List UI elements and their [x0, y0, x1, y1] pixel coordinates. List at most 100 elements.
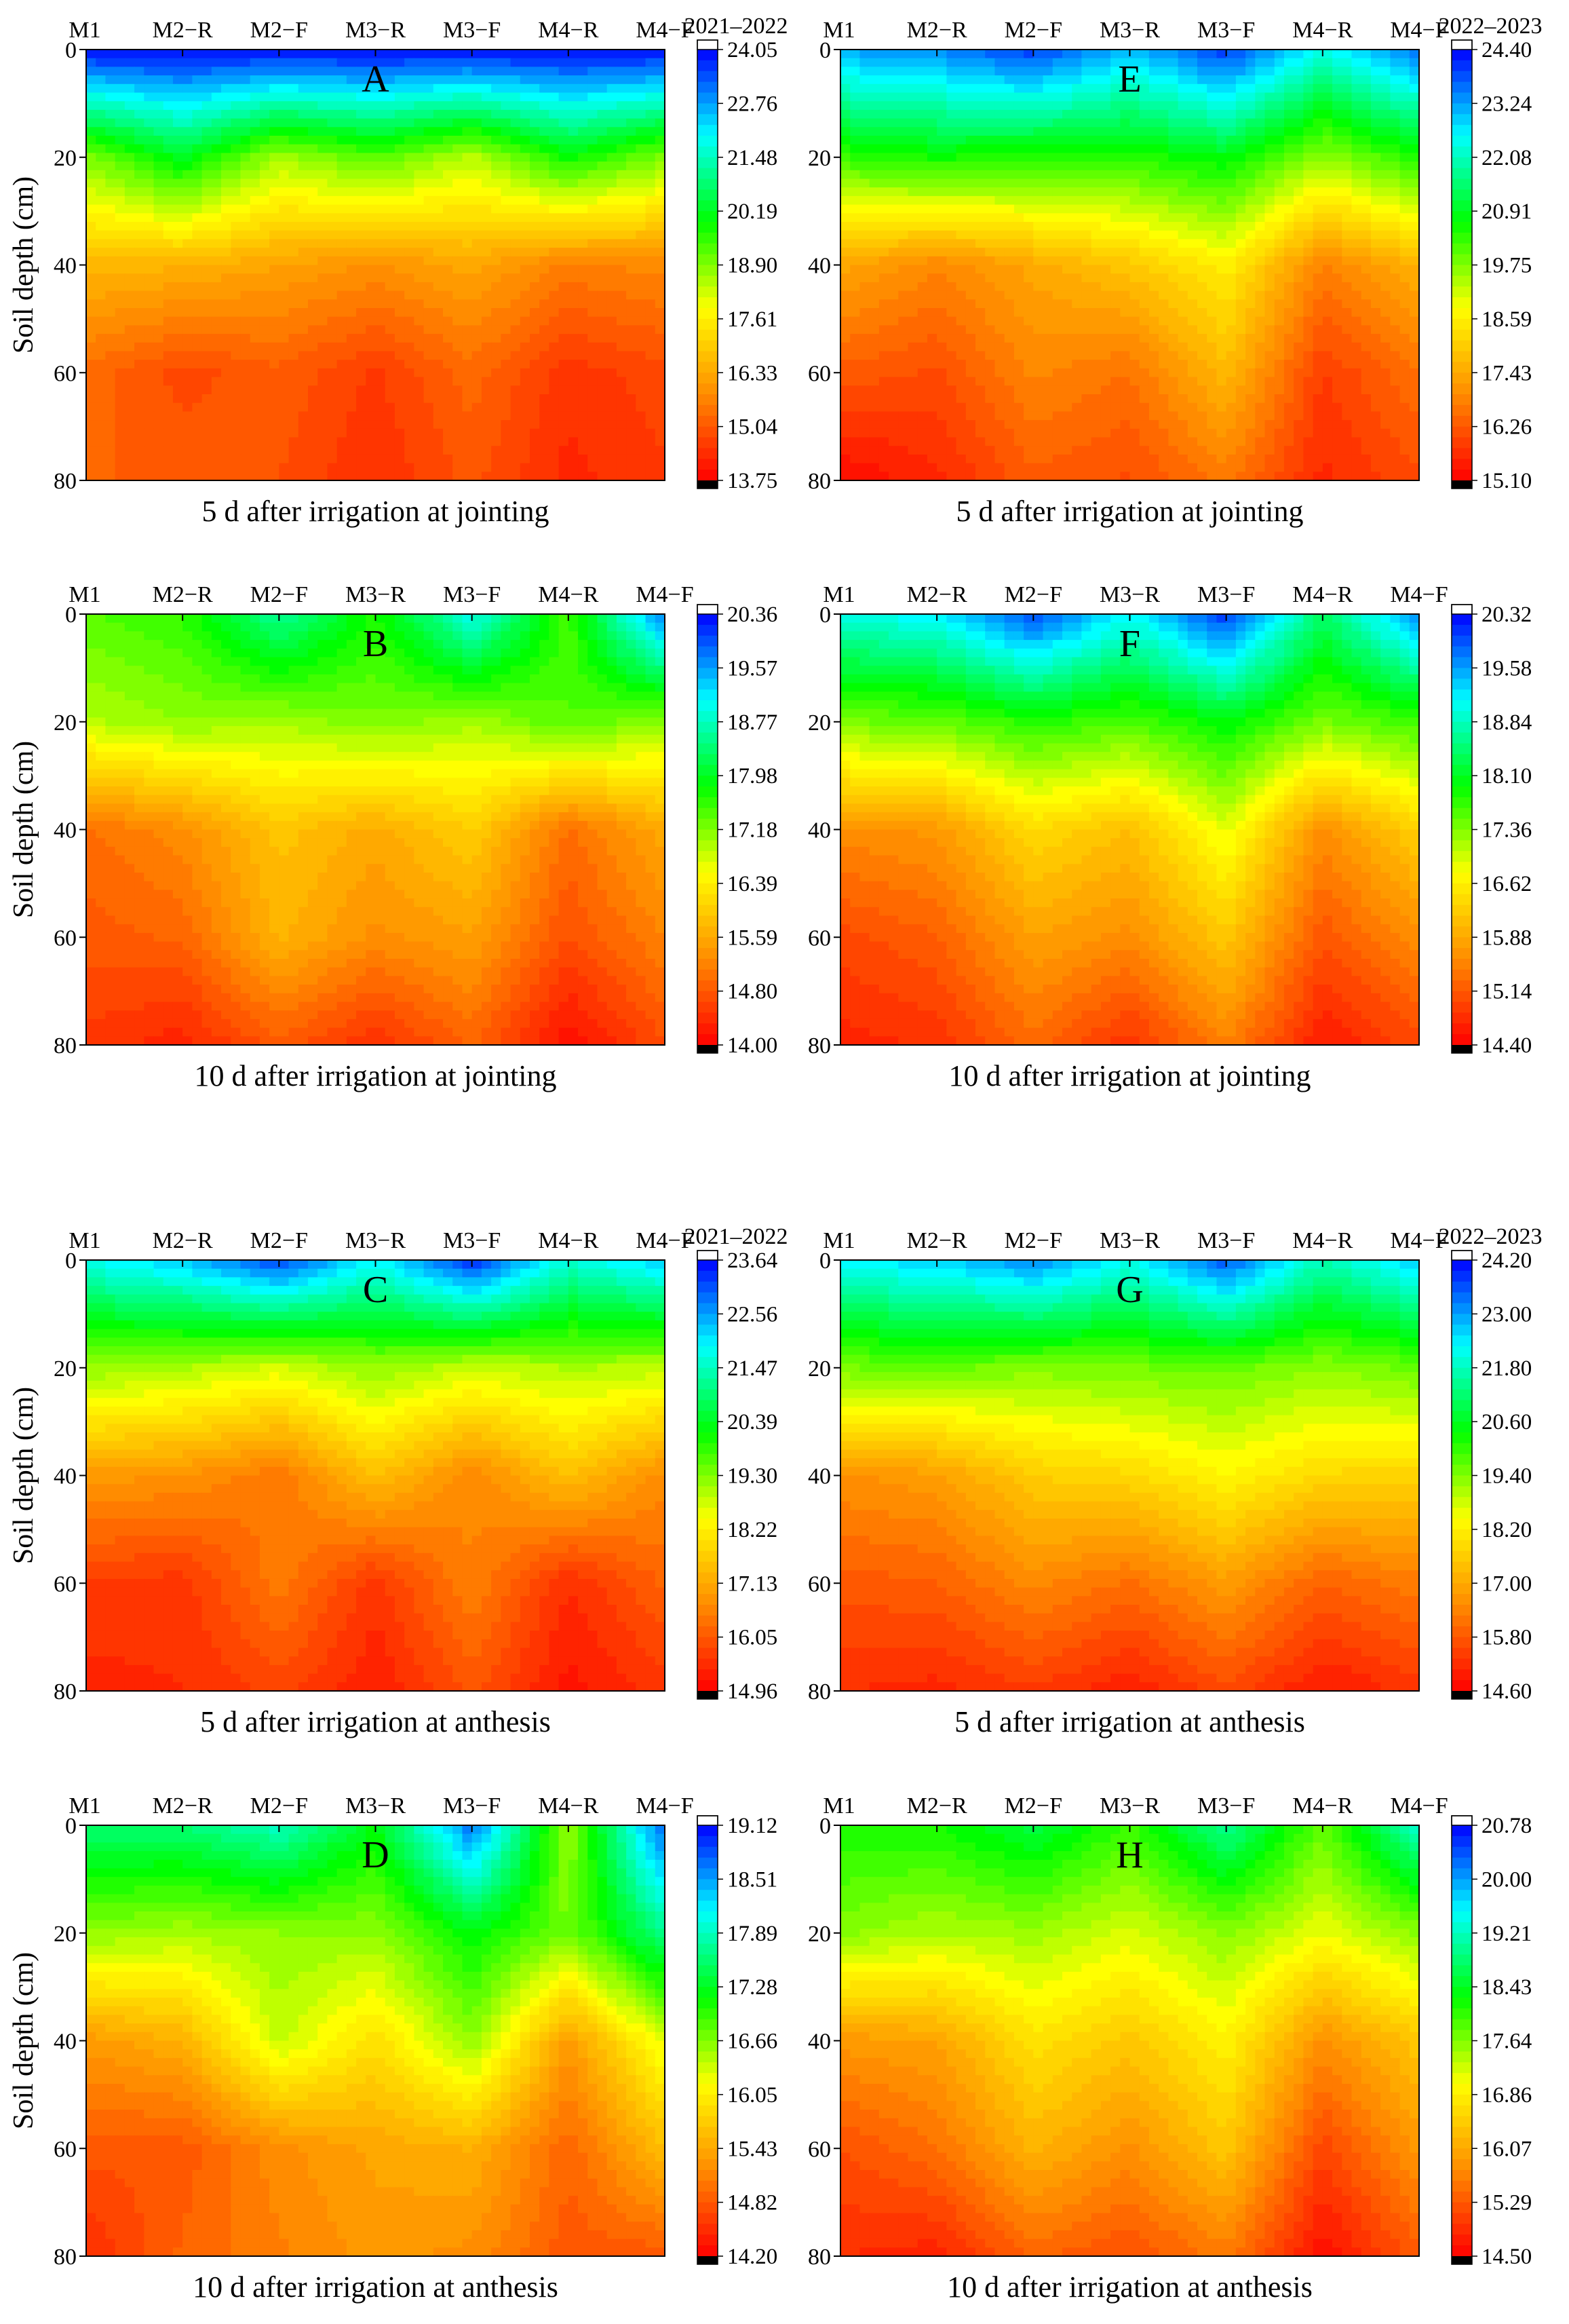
contour-cell: [394, 204, 405, 214]
contour-cell: [587, 299, 598, 309]
contour-cell: [144, 803, 155, 813]
contour-cell: [201, 334, 212, 343]
contour-cell: [606, 136, 617, 145]
contour-cell: [645, 256, 656, 266]
contour-cell: [636, 691, 646, 701]
contour-cell: [414, 657, 425, 666]
contour-cell: [124, 351, 135, 360]
contour-cell: [606, 657, 617, 666]
contour-cell: [578, 187, 588, 197]
contour-cell: [346, 846, 357, 856]
contour-cell: [86, 463, 96, 472]
contour-cell: [327, 308, 338, 318]
contour-cell: [414, 838, 425, 847]
contour-cell: [172, 420, 183, 430]
contour-cell: [96, 195, 106, 206]
contour-cell: [636, 58, 646, 67]
contour-cell: [86, 838, 96, 847]
contour-cell: [606, 351, 617, 360]
contour-cell: [231, 75, 241, 85]
contour-cell: [211, 446, 222, 455]
contour-cell: [172, 691, 183, 701]
contour-cell: [182, 161, 193, 171]
contour-cell: [645, 50, 656, 59]
contour-cell: [471, 299, 482, 309]
contour-cell: [327, 437, 338, 446]
contour-cell: [423, 385, 434, 395]
contour-cell: [433, 75, 444, 85]
contour-cell: [481, 855, 492, 864]
contour-cell: [211, 674, 222, 684]
contour-cell: [221, 648, 231, 658]
contour-cell: [655, 136, 665, 145]
contour-cell: [529, 153, 540, 162]
contour-cell: [105, 136, 116, 145]
contour-cell: [211, 743, 222, 753]
contour-cell: [539, 282, 549, 292]
contour-cell: [279, 213, 290, 223]
contour-cell: [269, 213, 279, 223]
contour-cell: [616, 213, 627, 223]
contour-cell: [558, 299, 569, 309]
contour-cell: [597, 472, 608, 481]
contour-cell: [221, 666, 231, 675]
contour-cell: [636, 136, 646, 145]
contour-cell: [433, 187, 444, 197]
contour-cell: [655, 377, 665, 386]
contour-cell: [501, 463, 511, 472]
contour-cell: [529, 795, 540, 804]
contour-cell: [655, 161, 665, 171]
contour-cell: [481, 846, 492, 856]
contour-cell: [250, 666, 260, 675]
contour-cell: [452, 666, 463, 675]
contour-cell: [626, 760, 636, 770]
contour-cell: [529, 420, 540, 430]
contour-cell: [375, 308, 386, 318]
contour-cell: [96, 239, 106, 248]
contour-cell: [520, 222, 530, 231]
contour-cell: [221, 743, 231, 753]
contour-cell: [481, 92, 492, 102]
contour-cell: [606, 144, 617, 153]
contour-cell: [462, 92, 473, 102]
contour-cell: [259, 717, 270, 727]
contour-cell: [307, 282, 318, 292]
contour-cell: [86, 248, 96, 257]
contour-cell: [124, 377, 135, 386]
contour-cell: [134, 666, 144, 675]
contour-cell: [346, 101, 357, 111]
contour-cell: [539, 437, 549, 446]
contour-cell: [96, 187, 106, 197]
contour-cell: [298, 273, 309, 283]
contour-cell: [558, 708, 569, 718]
contour-cell: [645, 299, 656, 309]
contour-cell: [201, 342, 212, 352]
contour-cell: [279, 803, 290, 813]
contour-cell: [221, 683, 231, 692]
contour-cell: [433, 838, 444, 847]
contour-cell: [520, 239, 530, 248]
contour-cell: [433, 118, 444, 128]
contour-cell: [539, 248, 549, 257]
contour-cell: [356, 213, 366, 223]
contour-cell: [481, 657, 492, 666]
contour-cell: [529, 290, 540, 300]
contour-cell: [134, 657, 144, 666]
contour-cell: [182, 402, 193, 412]
contour-cell: [346, 411, 357, 421]
contour-cell: [192, 351, 203, 360]
contour-cell: [134, 222, 144, 231]
contour-cell: [452, 360, 463, 369]
contour-cell: [375, 743, 386, 753]
contour-cell: [636, 273, 646, 283]
contour-cell: [240, 92, 251, 102]
contour-cell: [192, 717, 203, 727]
contour-cell: [231, 325, 241, 335]
contour-cell: [385, 213, 395, 223]
contour-cell: [655, 325, 665, 335]
contour-cell: [366, 717, 376, 727]
contour-cell: [491, 428, 501, 438]
contour-cell: [471, 75, 482, 85]
contour-cell: [452, 446, 463, 455]
contour-cell: [115, 325, 125, 335]
